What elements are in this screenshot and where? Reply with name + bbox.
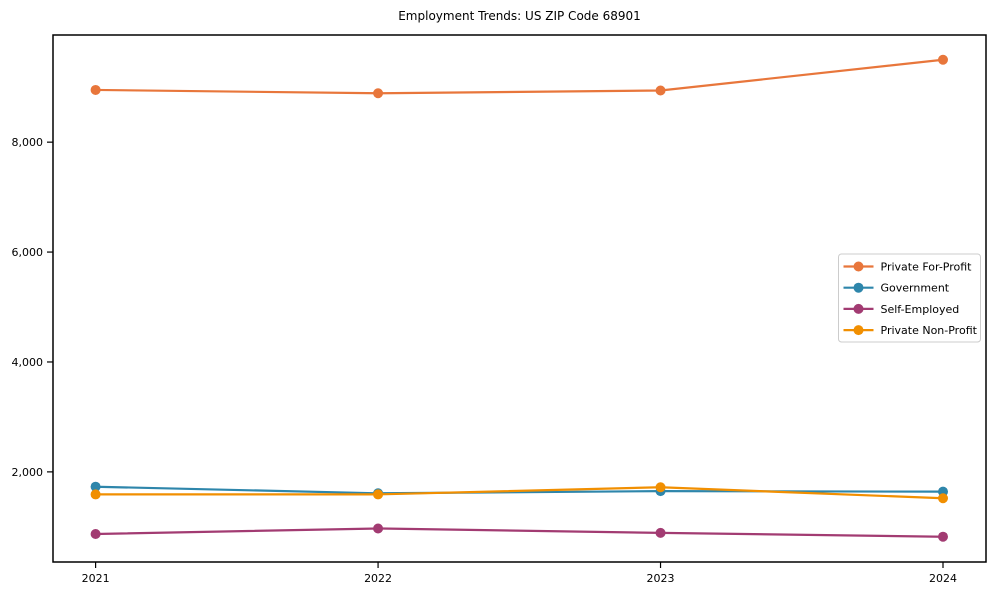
data-point-marker-government (90, 481, 101, 492)
legend-label: Private Non-Profit (881, 324, 978, 337)
data-point-marker-private-for-profit (373, 88, 384, 99)
line-series-private-non-profit (95, 486, 944, 500)
x-tick-label: 2023 (647, 572, 675, 585)
legend-marker-icon (853, 282, 864, 293)
y-tick-label: 8,000 (12, 136, 44, 149)
line-series-self-employed (95, 527, 944, 538)
x-tick-label: 2024 (929, 572, 957, 585)
data-point-marker-private-non-profit (373, 489, 384, 500)
data-point-marker-private-non-profit (655, 482, 666, 493)
plot-frame (52, 34, 987, 563)
y-tick-label: 6,000 (12, 246, 44, 259)
legend-label: Government (881, 282, 950, 295)
data-point-marker-private-for-profit (655, 85, 666, 96)
legend-marker-icon (853, 303, 864, 314)
data-point-marker-self-employed (90, 528, 101, 539)
data-point-marker-private-for-profit (90, 84, 101, 95)
legend-marker-icon (853, 325, 864, 336)
y-tick-label: 4,000 (12, 356, 44, 369)
data-point-marker-private-non-profit (90, 489, 101, 500)
legend-label: Self-Employed (881, 303, 960, 316)
data-point-marker-self-employed (938, 531, 948, 542)
line-series-private-for-profit (95, 58, 944, 95)
data-point-marker-private-non-profit (938, 493, 948, 504)
chart-title: Employment Trends: US ZIP Code 68901 (398, 9, 641, 23)
legend-marker-icon (853, 261, 864, 272)
x-tick-label: 2021 (82, 572, 110, 585)
x-tick-label: 2022 (364, 572, 392, 585)
data-point-marker-self-employed (655, 527, 666, 538)
data-point-marker-self-employed (373, 523, 384, 534)
y-tick-label: 2,000 (12, 466, 44, 479)
data-point-marker-private-for-profit (938, 54, 948, 65)
legend-label: Private For-Profit (881, 261, 973, 274)
line-series-government (95, 485, 944, 495)
legend (838, 253, 981, 343)
